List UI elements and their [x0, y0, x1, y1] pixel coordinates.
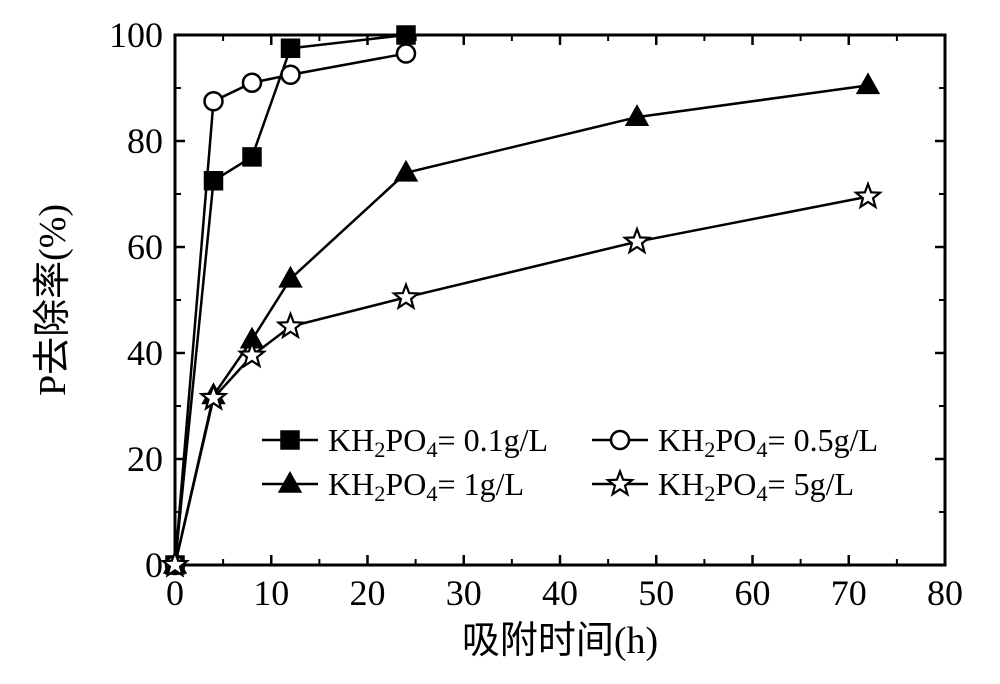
- x-tick-label: 40: [542, 573, 578, 613]
- x-tick-label: 0: [166, 573, 184, 613]
- marker-square: [397, 26, 415, 44]
- legend-label: KH2PO4= 5g/L: [658, 466, 854, 506]
- y-tick-label: 20: [127, 439, 163, 479]
- y-tick-label: 0: [145, 545, 163, 585]
- marker-square: [282, 39, 300, 57]
- x-tick-label: 30: [446, 573, 482, 613]
- chart-svg: 0 10 20 30 40 50 60 70 80 0 20 40 60 80 100 吸附时间(h) P去除率…: [0, 0, 1000, 684]
- marker-circle: [397, 45, 415, 63]
- x-tick-label: 10: [253, 573, 289, 613]
- legend-label: KH2PO4= 1g/L: [328, 466, 524, 506]
- marker-square: [205, 172, 223, 190]
- x-tick-label: 70: [831, 573, 867, 613]
- y-tick-label: 40: [127, 333, 163, 373]
- legend-label: KH2PO4= 0.5g/L: [658, 422, 878, 462]
- marker-circle: [282, 66, 300, 84]
- y-tick-label: 100: [109, 15, 163, 55]
- x-tick-label: 20: [350, 573, 386, 613]
- marker-circle: [611, 431, 629, 449]
- x-tick-label: 50: [638, 573, 674, 613]
- marker-circle: [205, 92, 223, 110]
- x-tick-label: 80: [927, 573, 963, 613]
- y-tick-label: 80: [127, 121, 163, 161]
- y-axis-label: P去除率(%): [32, 204, 74, 396]
- marker-square: [243, 148, 261, 166]
- y-tick-label: 60: [127, 227, 163, 267]
- x-axis-label: 吸附时间(h): [462, 620, 658, 662]
- legend-label: KH2PO4= 0.1g/L: [328, 422, 548, 462]
- marker-circle: [243, 74, 261, 92]
- x-tick-label: 60: [735, 573, 771, 613]
- chart-container: 0 10 20 30 40 50 60 70 80 0 20 40 60 80 100 吸附时间(h) P去除率…: [0, 0, 1000, 684]
- marker-square: [281, 431, 299, 449]
